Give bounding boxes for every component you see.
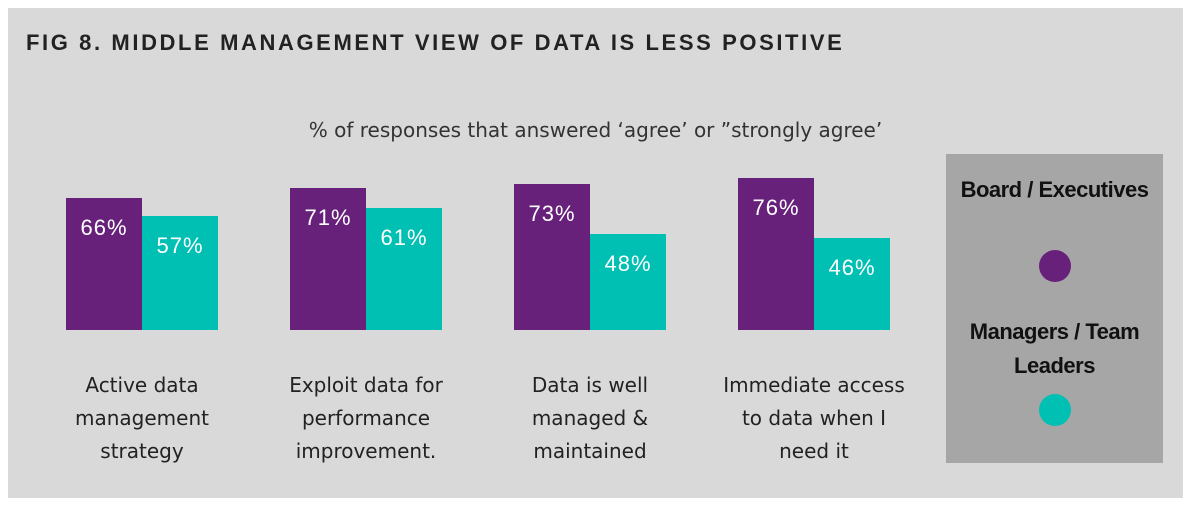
bar [366,208,442,330]
bar [142,216,218,330]
category-label: Data is well managed & maintained [531,373,649,463]
value-label: 73% [528,201,576,226]
value-label: 76% [752,195,800,220]
bar [590,234,666,330]
value-label: 61% [380,225,428,250]
value-label: 48% [604,251,652,276]
bar [814,238,890,330]
legend-label: Board / Executives [960,177,1149,202]
value-label: 66% [80,215,128,240]
legend-swatch [1039,250,1071,282]
legend-swatch [1039,394,1071,426]
value-label: 46% [828,255,876,280]
value-label: 71% [304,205,352,230]
legend-label: Managers / Team Leaders [969,319,1140,378]
bar [514,184,590,330]
category-label: Immediate access to data when I need it [723,373,905,463]
category-label: Exploit data for performance improvement… [289,373,443,463]
value-label: 57% [156,233,204,258]
bar [290,188,366,330]
category-label: Active data management strategy [75,373,209,463]
bar [738,178,814,330]
chart-subtitle: % of responses that answered ‘agree’ or … [308,118,883,142]
bar [66,198,142,330]
chart-title: FIG 8. MIDDLE MANAGEMENT VIEW OF DATA IS… [26,30,845,55]
